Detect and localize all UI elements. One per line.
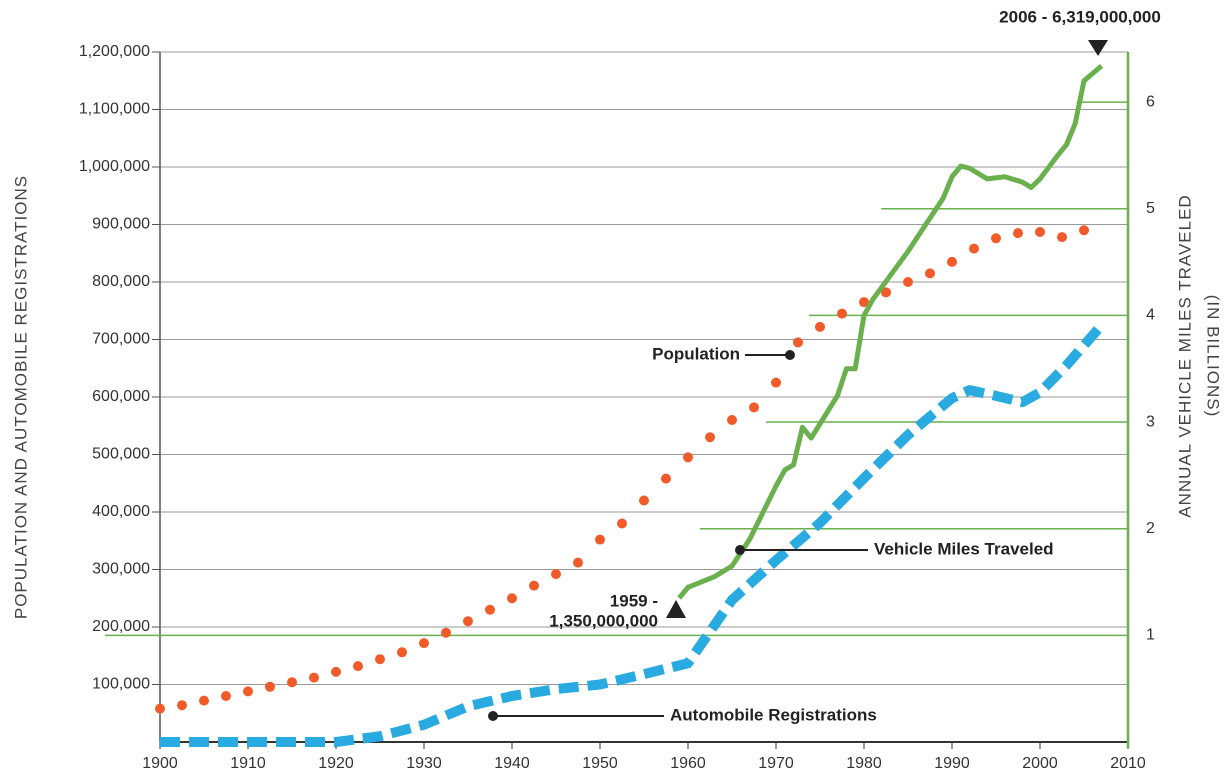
population-dot bbox=[199, 695, 209, 706]
y-tick-label: 400,000 bbox=[92, 503, 150, 520]
population-dot bbox=[353, 661, 363, 672]
population-dot bbox=[793, 337, 803, 348]
population-dot bbox=[441, 627, 451, 638]
population-dot bbox=[1079, 225, 1089, 236]
leader-dot bbox=[735, 545, 745, 555]
population-dot bbox=[881, 287, 891, 298]
population-dot bbox=[749, 402, 759, 413]
y2-tick-label: 3 bbox=[1146, 413, 1155, 430]
y2-tick-label: 2 bbox=[1146, 520, 1155, 537]
population-dot bbox=[485, 604, 495, 615]
population-dot bbox=[177, 700, 187, 711]
y-tick-label: 300,000 bbox=[92, 561, 150, 578]
population-dot bbox=[265, 681, 275, 692]
population-dot bbox=[1057, 232, 1067, 243]
y2-tick-label: 5 bbox=[1146, 200, 1155, 217]
leader-dot bbox=[488, 711, 498, 721]
x-tick-label: 1940 bbox=[494, 755, 530, 772]
annotation: Population bbox=[652, 344, 740, 363]
x-tick-label: 1980 bbox=[846, 755, 882, 772]
y-tick-label: 1,100,000 bbox=[79, 101, 150, 118]
leader-dot bbox=[785, 350, 795, 360]
population-dot bbox=[903, 277, 913, 287]
y-tick-label: 900,000 bbox=[92, 216, 150, 233]
population-dot bbox=[551, 569, 561, 580]
y-axis-title: POPULATION AND AUTOMOBILE REGISTRATIONS bbox=[11, 175, 30, 619]
population-dot bbox=[925, 268, 935, 279]
y-tick-label: 1,200,000 bbox=[79, 43, 150, 60]
population-dot bbox=[969, 243, 979, 254]
population-dot bbox=[1013, 228, 1023, 239]
x-tick-label: 1930 bbox=[406, 755, 442, 772]
series-line bbox=[160, 321, 1106, 747]
annotation: 1959 - bbox=[610, 591, 658, 610]
population-dot bbox=[463, 616, 473, 627]
annotation: Vehicle Miles Traveled bbox=[874, 539, 1054, 558]
population-dot bbox=[639, 495, 649, 506]
population-dot bbox=[837, 308, 847, 319]
population-dot bbox=[815, 321, 825, 332]
population-dot bbox=[573, 557, 583, 568]
population-dot bbox=[771, 377, 781, 388]
population-dot bbox=[309, 672, 319, 683]
y-tick-label: 1,000,000 bbox=[79, 158, 150, 175]
population-dot bbox=[155, 703, 165, 714]
y-tick-label: 800,000 bbox=[92, 273, 150, 290]
population-dot bbox=[859, 297, 869, 308]
population-dot bbox=[617, 518, 627, 529]
y2-tick-label: 4 bbox=[1146, 307, 1155, 324]
population-dot bbox=[287, 677, 297, 688]
population-dot bbox=[331, 666, 341, 677]
y2-axis-title: ANNUAL VEHICLE MILES TRAVELED bbox=[1175, 194, 1194, 517]
y-tick-label: 700,000 bbox=[92, 331, 150, 348]
population-dot bbox=[661, 473, 671, 484]
x-tick-label: 1910 bbox=[230, 755, 266, 772]
population-dot bbox=[529, 580, 539, 591]
y2-axis-title: (IN BILLIONS) bbox=[1204, 295, 1223, 418]
x-tick-label: 1990 bbox=[934, 755, 970, 772]
x-tick-label: 1950 bbox=[582, 755, 618, 772]
x-tick-label: 2010 bbox=[1110, 755, 1146, 772]
y-tick-label: 100,000 bbox=[92, 676, 150, 693]
annotation-marker bbox=[1088, 40, 1108, 56]
population-dot bbox=[221, 691, 231, 701]
x-tick-label: 1920 bbox=[318, 755, 354, 772]
annotation: Automobile Registrations bbox=[670, 705, 877, 724]
population-dot bbox=[1035, 226, 1045, 237]
y-tick-label: 200,000 bbox=[92, 618, 150, 635]
population-dot bbox=[507, 593, 517, 604]
annotation-marker bbox=[666, 600, 686, 618]
population-dot bbox=[947, 256, 957, 267]
x-tick-label: 1900 bbox=[142, 755, 178, 772]
population-dot bbox=[419, 638, 429, 649]
series-line bbox=[677, 63, 1104, 600]
annotation: 2006 - 6,319,000,000 bbox=[999, 7, 1161, 26]
population-dot bbox=[243, 686, 253, 697]
y-tick-label: 500,000 bbox=[92, 446, 150, 463]
population-dot bbox=[375, 654, 385, 665]
y2-tick-label: 6 bbox=[1146, 93, 1155, 110]
x-tick-label: 1970 bbox=[758, 755, 794, 772]
population-dot bbox=[683, 452, 693, 463]
population-dot bbox=[595, 534, 605, 545]
annotation: 1,350,000,000 bbox=[549, 611, 658, 630]
population-dot bbox=[705, 432, 715, 443]
y2-tick-label: 1 bbox=[1146, 627, 1155, 644]
x-tick-label: 1960 bbox=[670, 755, 706, 772]
y-tick-label: 600,000 bbox=[92, 388, 150, 405]
x-tick-label: 2000 bbox=[1022, 755, 1058, 772]
population-dot bbox=[991, 233, 1001, 244]
population-dot bbox=[397, 647, 407, 658]
population-dot bbox=[727, 415, 737, 425]
